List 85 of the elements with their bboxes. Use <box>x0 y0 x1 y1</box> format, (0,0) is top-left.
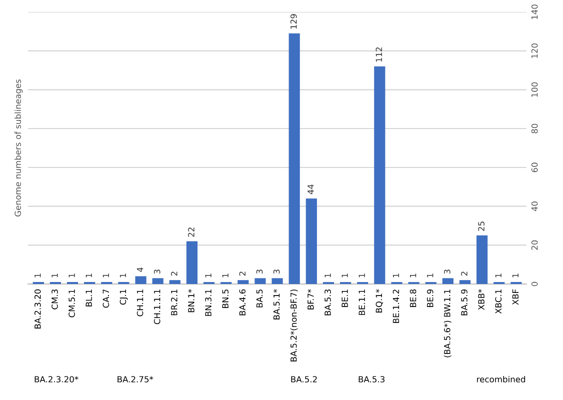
x-tick-label: BN.5 <box>222 290 229 308</box>
data-label: 25 <box>478 222 484 231</box>
data-label: 129 <box>290 14 297 29</box>
x-tick-label: BN.3.1 <box>205 290 212 316</box>
x-tick-label: BE.1 <box>342 290 348 307</box>
y-tick-label: 100 <box>531 82 538 97</box>
bar <box>152 278 164 284</box>
x-tick-label: BA.2.3.20 <box>34 289 41 328</box>
bar <box>442 278 454 284</box>
x-tick-label: BQ.1* <box>376 289 384 312</box>
bar <box>186 241 198 284</box>
data-label: 1 <box>427 274 434 278</box>
bar <box>272 278 283 284</box>
x-tick-label: BA.5.1* <box>273 289 280 320</box>
x-tick-label: XBC.1 <box>495 290 502 314</box>
data-label: 1 <box>512 274 518 278</box>
data-label: 1 <box>495 274 502 278</box>
bar <box>288 33 300 284</box>
data-label: 112 <box>376 47 382 62</box>
bar <box>306 198 317 284</box>
y-tick-label: 0 <box>531 282 538 286</box>
data-label: 1 <box>205 274 212 278</box>
x-tick-label: CM.5.1 <box>68 290 75 318</box>
y-tick-label: 40 <box>531 202 538 212</box>
bar <box>476 235 488 284</box>
y-axis-title: Genome numbers of sublineages <box>14 79 23 216</box>
data-label: 2 <box>171 272 178 276</box>
data-label: 3 <box>444 270 450 274</box>
data-label: 1 <box>68 274 75 278</box>
data-label: 44 <box>308 184 314 194</box>
x-tick-label: BF.7* <box>308 289 314 310</box>
x-tick-label: CJ.1 <box>120 290 128 305</box>
text: BA.5.2 <box>291 376 317 382</box>
data-label: 1 <box>86 274 92 278</box>
bar <box>254 278 266 284</box>
x-tick-label: BA.4.6 <box>239 289 246 316</box>
data-label: 1 <box>324 274 331 278</box>
data-label: 3 <box>273 270 280 274</box>
x-tick-label: CH.1.1 <box>136 290 144 316</box>
data-label: 22 <box>188 228 194 237</box>
x-tick-label: BE.1.1 <box>358 290 365 315</box>
data-label: 1 <box>358 274 365 278</box>
data-label: 1 <box>410 274 416 278</box>
data-label: 1 <box>392 274 400 278</box>
x-tick-label: CA.7 <box>102 290 110 308</box>
data-label: 2 <box>461 272 468 276</box>
bar <box>459 280 471 284</box>
bar <box>169 280 180 284</box>
x-tick-label: BN.1* <box>188 289 194 312</box>
x-tick-label: (BA.5.6*) BW.1.1 <box>444 290 452 358</box>
y-tick-label: 80 <box>531 124 538 134</box>
bar <box>238 280 249 284</box>
data-label: 1 <box>120 274 126 278</box>
bar <box>135 276 146 284</box>
x-tick-label: BE.8 <box>410 289 416 307</box>
x-tick-label: BA.5.2*(non-BF.7) <box>290 290 298 362</box>
x-tick-label: BE.1.4.2 <box>392 290 400 323</box>
y-tick-label: 140 <box>531 4 538 20</box>
data-label: 1 <box>222 274 228 278</box>
data-label: 1 <box>52 274 58 278</box>
x-tick-label: BA.5.9 <box>461 289 468 316</box>
x-tick-label: BA.5.3 <box>324 290 331 316</box>
text: recombined <box>477 376 526 382</box>
text: BA.5.3 <box>358 376 384 382</box>
y-tick-label: 20 <box>531 240 538 250</box>
data-label: 4 <box>136 268 144 272</box>
x-tick-label: CM.3 <box>52 290 58 310</box>
data-label: 1 <box>102 274 109 278</box>
text: BA.2.3.20* <box>34 376 78 382</box>
x-tick-label: CH.1.1.1 <box>154 290 160 324</box>
bar <box>374 66 386 284</box>
data-label: 1 <box>342 274 348 278</box>
x-tick-label: BA.5 <box>256 290 263 308</box>
x-tick-label: XBB* <box>478 289 484 310</box>
text: BA.2.75* <box>118 376 154 382</box>
y-tick-label: 120 <box>531 43 538 58</box>
x-tick-label: XBF <box>512 289 518 305</box>
x-tick-label: BE.9 <box>426 289 434 307</box>
x-tick-label: BR.2.1 <box>171 290 178 316</box>
data-label: 1 <box>34 274 41 278</box>
data-label: 2 <box>239 272 246 276</box>
data-label: 3 <box>154 270 160 274</box>
x-tick-label: BL.1 <box>86 290 92 306</box>
y-tick-label: 60 <box>531 162 538 172</box>
data-label: 3 <box>256 270 263 274</box>
